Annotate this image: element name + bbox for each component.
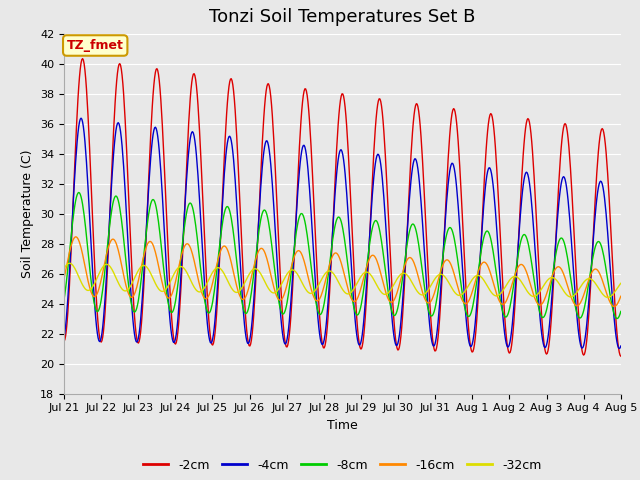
Line: -4cm: -4cm (64, 118, 621, 348)
-4cm (411, 156, 419, 162)
-4cm (616, 346, 623, 351)
-8cm (70, 208, 78, 214)
Legend: -2cm, -4cm, -8cm, -16cm, -32cm: -2cm, -4cm, -8cm, -16cm, -32cm (138, 454, 547, 477)
-2cm (70, 178, 78, 183)
-16cm (185, 242, 193, 248)
-2cm (617, 353, 625, 359)
-8cm (60, 297, 68, 302)
-8cm (613, 316, 621, 322)
X-axis label: Time: Time (327, 419, 358, 432)
-8cm (411, 224, 419, 229)
-4cm (185, 149, 193, 155)
-2cm (79, 56, 86, 61)
-16cm (214, 256, 222, 262)
-32cm (65, 260, 73, 266)
-32cm (60, 266, 68, 272)
-4cm (60, 335, 68, 340)
-32cm (71, 265, 79, 271)
-32cm (214, 265, 222, 271)
-4cm (77, 115, 85, 121)
-32cm (411, 285, 419, 290)
-8cm (128, 304, 136, 310)
-4cm (128, 308, 136, 313)
-16cm (70, 235, 78, 241)
-4cm (617, 343, 625, 349)
Line: -32cm: -32cm (64, 263, 621, 298)
-8cm (428, 313, 435, 319)
-32cm (604, 295, 611, 300)
-16cm (128, 294, 136, 300)
-16cm (610, 303, 618, 309)
-8cm (185, 202, 193, 207)
Line: -2cm: -2cm (64, 59, 621, 356)
-16cm (411, 262, 419, 268)
-4cm (428, 334, 435, 340)
-32cm (185, 273, 193, 279)
-32cm (428, 282, 435, 288)
-32cm (128, 280, 136, 286)
Text: TZ_fmet: TZ_fmet (67, 39, 124, 52)
Y-axis label: Soil Temperature (C): Soil Temperature (C) (22, 149, 35, 278)
-2cm (128, 273, 136, 278)
-2cm (60, 338, 68, 344)
-8cm (75, 190, 83, 195)
-2cm (214, 286, 222, 292)
-16cm (617, 293, 625, 299)
Line: -8cm: -8cm (64, 192, 621, 319)
-32cm (617, 280, 625, 286)
-4cm (214, 274, 222, 279)
-16cm (60, 276, 68, 282)
-8cm (214, 256, 222, 262)
-16cm (72, 234, 79, 240)
-2cm (185, 120, 193, 126)
-4cm (70, 184, 78, 190)
Line: -16cm: -16cm (64, 237, 621, 306)
-2cm (411, 107, 419, 112)
-2cm (428, 319, 435, 325)
-8cm (617, 309, 625, 314)
Title: Tonzi Soil Temperatures Set B: Tonzi Soil Temperatures Set B (209, 9, 476, 26)
-16cm (428, 298, 435, 304)
